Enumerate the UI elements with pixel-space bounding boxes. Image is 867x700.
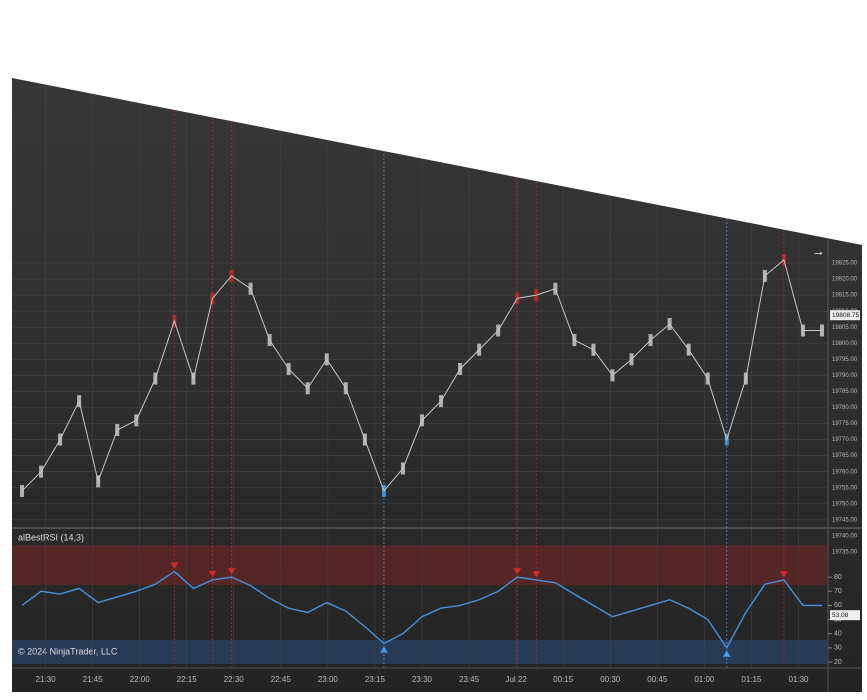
x-tick-label: 21:30 xyxy=(36,675,57,684)
y-tick-label: 19795.00 xyxy=(832,357,858,363)
y-tick-label: 19770.00 xyxy=(832,437,858,443)
y-tick-label: 19755.00 xyxy=(832,485,858,491)
nav-arrow[interactable]: → xyxy=(812,243,825,258)
x-tick-label: 23:00 xyxy=(318,675,339,684)
y-tick-label: 19750.00 xyxy=(832,501,858,507)
x-tick-label: 01:30 xyxy=(788,675,809,684)
buy-arrow xyxy=(722,650,731,657)
x-tick-label: 22:15 xyxy=(177,675,198,684)
y-tick-label: 19815.00 xyxy=(832,293,858,299)
oversold-band xyxy=(12,640,827,664)
sell-arrow xyxy=(208,570,217,577)
rsi-tick-label: 40 xyxy=(834,631,842,638)
rsi-line xyxy=(21,570,822,650)
y-tick-label: 19825.00 xyxy=(832,261,858,267)
x-tick-label: 22:00 xyxy=(130,675,151,684)
copyright: © 2024 NinjaTrader, LLC xyxy=(18,646,118,656)
y-tick-label: 19735.00 xyxy=(832,550,858,556)
x-tick-label: 23:45 xyxy=(459,675,480,684)
price-line xyxy=(21,258,822,492)
x-tick-label: 21:45 xyxy=(83,675,104,684)
x-tick-label: 01:00 xyxy=(694,675,715,684)
rsi-tick-label: 30 xyxy=(834,645,842,652)
x-tick-label: 00:45 xyxy=(647,675,668,684)
rsi-tick-label: 70 xyxy=(834,588,842,595)
x-tick-label: 22:30 xyxy=(224,675,245,684)
y-tick-label: 19765.00 xyxy=(832,453,858,459)
x-tick-label: 23:15 xyxy=(365,675,386,684)
rsi-tick-label: 60 xyxy=(834,602,842,609)
sell-arrow xyxy=(513,568,522,575)
indicator-label: alBestRSI (14,3) xyxy=(18,532,84,542)
y-tick-label: 19790.00 xyxy=(832,373,858,379)
y-tick-label: 19745.00 xyxy=(832,517,858,523)
buy-arrow xyxy=(379,646,388,653)
y-tick-label: 19780.00 xyxy=(832,405,858,411)
y-tick-label: 19785.00 xyxy=(832,389,858,395)
rsi-tick-label: 80 xyxy=(834,574,842,581)
overbought-band xyxy=(12,545,827,585)
y-tick-label: 19760.00 xyxy=(832,469,858,475)
y-tick-label: 19740.00 xyxy=(832,533,858,539)
x-tick-label: 00:30 xyxy=(600,675,621,684)
last-value-box xyxy=(830,610,860,621)
sell-arrow xyxy=(227,568,236,575)
y-tick-label: 19800.00 xyxy=(832,341,858,347)
sell-arrow xyxy=(779,570,788,577)
y-tick-label: 19820.00 xyxy=(832,277,858,283)
y-tick-label: 19775.00 xyxy=(832,421,858,427)
x-tick-label: 23:30 xyxy=(412,675,433,684)
last-value-box xyxy=(830,310,860,321)
rsi-tick-label: 20 xyxy=(834,659,842,666)
y-tick-label: 19805.00 xyxy=(832,325,858,331)
x-tick-label: Jul 22 xyxy=(505,675,527,684)
x-tick-label: 00:15 xyxy=(553,675,574,684)
last-value-label: 53.08 xyxy=(832,612,849,619)
sell-arrow xyxy=(170,562,179,569)
last-value-label: 19808.75 xyxy=(832,312,859,319)
x-tick-label: 22:45 xyxy=(271,675,292,684)
x-tick-label: 01:15 xyxy=(741,675,762,684)
sell-arrow xyxy=(532,570,541,577)
